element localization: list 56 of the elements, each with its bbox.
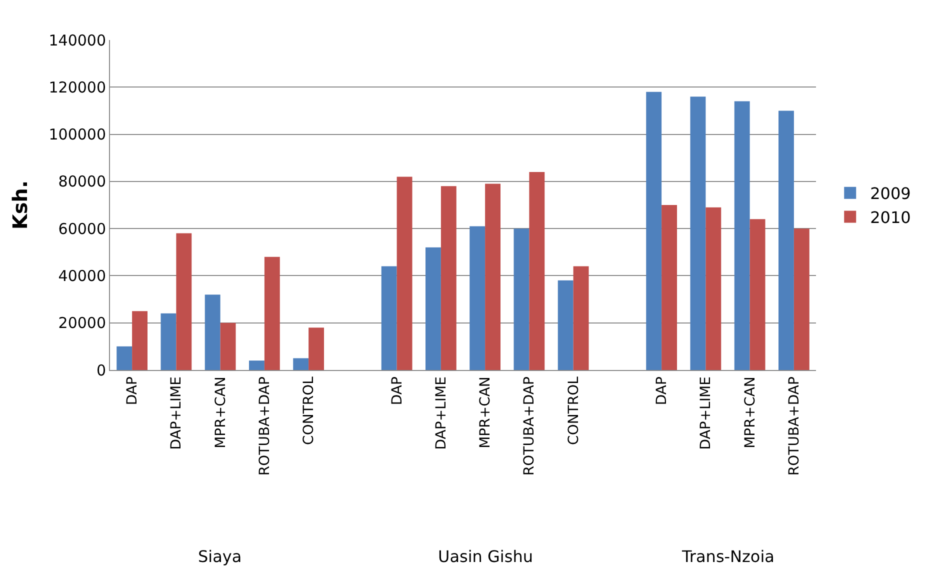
x-tick-label: MPR+CAN bbox=[478, 376, 494, 448]
y-tick-label: 100000 bbox=[48, 126, 106, 144]
y-tick-label: 120000 bbox=[48, 78, 106, 96]
bar bbox=[529, 172, 545, 370]
y-tick-label: 140000 bbox=[48, 31, 106, 50]
bar bbox=[204, 294, 220, 370]
text: Uasin Gishu bbox=[438, 547, 533, 566]
y-tick-label: 40000 bbox=[58, 266, 106, 285]
bar bbox=[248, 360, 264, 370]
bar bbox=[750, 219, 766, 370]
y-tick-label: 80000 bbox=[58, 172, 106, 191]
y-axis-title: Ksh. bbox=[8, 180, 32, 230]
x-tick-label: MPR+CAN bbox=[212, 376, 229, 448]
legend-label: 2010 bbox=[870, 208, 911, 227]
bar bbox=[293, 358, 309, 370]
bar bbox=[220, 322, 236, 370]
x-tick-label: DAP bbox=[654, 376, 670, 406]
bar bbox=[160, 313, 176, 370]
legend-label: 2009 bbox=[870, 184, 911, 204]
x-tick-label: CONTROL bbox=[301, 376, 318, 445]
bar bbox=[794, 228, 810, 370]
bar bbox=[706, 207, 722, 370]
x-tick-label: DAP+LIME bbox=[168, 376, 185, 450]
bar bbox=[573, 266, 589, 370]
x-tick-label: ROTUBA+DAP bbox=[522, 376, 538, 476]
bar bbox=[176, 233, 192, 370]
bar bbox=[264, 256, 280, 370]
y-tick-label: 60000 bbox=[58, 220, 106, 238]
x-tick-label: DAP+LIME bbox=[698, 376, 714, 450]
bar bbox=[514, 228, 530, 370]
x-tick-label: MPR+CAN bbox=[742, 376, 758, 448]
bar bbox=[308, 328, 324, 370]
bar bbox=[646, 92, 662, 370]
x-tick-label: ROTUBA+DAP bbox=[256, 376, 273, 476]
bar bbox=[778, 110, 794, 370]
bar bbox=[485, 184, 501, 370]
text: Siaya bbox=[198, 547, 242, 566]
bar bbox=[558, 280, 574, 370]
x-tick-label: DAP bbox=[389, 376, 406, 406]
bar bbox=[116, 346, 132, 370]
x-tick-label: CONTROL bbox=[566, 376, 582, 445]
y-tick-label: 20000 bbox=[58, 314, 106, 332]
bar bbox=[381, 266, 397, 370]
x-tick-label: DAP+LIME bbox=[433, 376, 450, 450]
bar bbox=[734, 101, 750, 370]
text: Trans-Nzoia bbox=[681, 547, 774, 566]
y-tick-label: 0 bbox=[96, 361, 106, 380]
bar bbox=[470, 226, 486, 370]
bar bbox=[396, 176, 412, 370]
bar bbox=[662, 205, 678, 370]
x-tick-label: DAP bbox=[124, 376, 141, 406]
x-tick-label: ROTUBA+DAP bbox=[786, 376, 802, 476]
bar bbox=[690, 96, 706, 370]
bar bbox=[425, 247, 441, 370]
bar bbox=[132, 311, 148, 370]
bar bbox=[440, 186, 456, 370]
